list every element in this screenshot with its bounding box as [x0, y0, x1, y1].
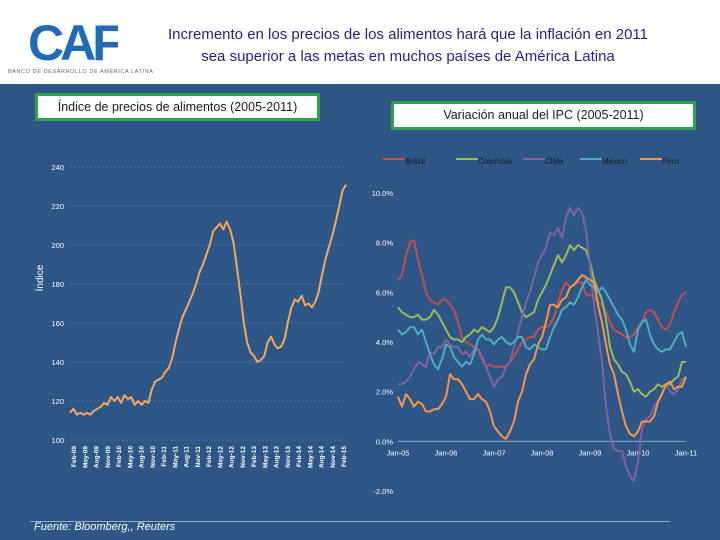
- caf-logo: CAF: [28, 18, 118, 66]
- food-y-tick-label: 240: [51, 163, 64, 172]
- cpi-x-tick-label: Jan-07: [483, 448, 506, 457]
- food-y-tick-label: 180: [51, 280, 64, 289]
- food-x-tick-label: Nov-10: [150, 446, 157, 468]
- title-line-1: Incremento en los precios de los aliment…: [167, 26, 648, 43]
- cpi-y-tick-label: 8.0%: [376, 239, 393, 248]
- food-x-tick-label: May-11: [172, 446, 179, 468]
- legend-label-peru: Peru: [662, 157, 679, 166]
- food-y-tick-label: 220: [51, 202, 64, 211]
- food-x-tick-label: Nov-12: [240, 446, 247, 468]
- cpi-line-brazil: [397, 239, 687, 368]
- cpi-y-tick-label: 2.0%: [376, 388, 393, 397]
- food-x-tick-label: Aug-12: [229, 446, 236, 468]
- food-x-tick-label: May-10: [127, 446, 134, 468]
- cpi-x-tick-label: Jan-10: [627, 448, 650, 457]
- cpi-chart-title: Variación anual del IPC (2005-2011): [391, 101, 696, 130]
- food-y-tick-label: 120: [51, 397, 64, 406]
- food-y-tick-label: 160: [51, 319, 64, 328]
- footer-divider: [30, 521, 670, 522]
- cpi-x-tick-label: Jan-08: [531, 448, 554, 457]
- food-x-tick-label: May-14: [307, 446, 314, 468]
- food-x-tick-label: Nov-11: [195, 446, 202, 468]
- food-x-tick-label: Aug-14: [319, 446, 326, 468]
- title-line-2: sea superior a las metas en muchos paíse…: [201, 48, 615, 65]
- food-x-tick-label: Feb-10: [116, 446, 123, 467]
- food-x-tick-label: Aug-09: [94, 446, 101, 468]
- cpi-y-tick-label: 0.0%: [376, 437, 393, 446]
- cpi-y-tick-label: 6.0%: [376, 288, 393, 297]
- food-x-tick-label: May-13: [262, 446, 269, 468]
- food-x-tick-label: Feb-13: [251, 446, 258, 467]
- cpi-y-tick-label: 4.0%: [376, 338, 393, 347]
- food-x-tick-label: May-12: [217, 446, 224, 468]
- food-x-tick-label: Feb-11: [161, 446, 168, 467]
- food-x-tick-label: Aug-13: [274, 446, 281, 468]
- food-y-tick-label: 140: [51, 358, 64, 367]
- cpi-line-mexico: [397, 278, 687, 371]
- food-x-tick-label: Feb-12: [206, 446, 213, 467]
- cpi-line-chile: [398, 206, 687, 483]
- legend-label-chile: Chile: [545, 157, 564, 166]
- food-index-line: [69, 184, 347, 416]
- food-index-title: Índice de precios de alimentos (2005-201…: [35, 93, 320, 121]
- food-y-tick-label: 200: [51, 241, 64, 250]
- cpi-line-peru: [397, 274, 687, 440]
- legend-label-mexico: Mexico: [602, 157, 628, 166]
- logo-subtitle: BANCO DE DESARROLLO DE AMÉRICA LATINA: [8, 69, 154, 75]
- food-y-axis-label: Índice: [33, 264, 46, 291]
- caf-logo-text: CAF: [28, 18, 118, 66]
- cpi-y-tick-label: 10.0%: [372, 189, 394, 198]
- food-x-tick-label: Nov-14: [330, 446, 337, 468]
- cpi-x-tick-label: Jan-11: [675, 448, 697, 457]
- cpi-y-tick-label: -2.0%: [373, 487, 393, 496]
- food-x-tick-label: Feb-09: [71, 446, 78, 467]
- cpi-line-colombia: [397, 244, 686, 398]
- food-y-tick-label: 100: [51, 436, 64, 445]
- food-x-tick-label: Nov-09: [105, 446, 112, 468]
- source-note: Fuente: Bloomberg,, Reuters: [34, 521, 176, 533]
- header: CAF BANCO DE DESARROLLO DE AMÉRICA LATIN…: [0, 0, 720, 82]
- legend-label-colombia: Colombia: [478, 157, 512, 166]
- food-x-tick-label: Feb-14: [296, 446, 303, 467]
- food-x-tick-label: Feb-15: [341, 446, 348, 467]
- cpi-x-tick-label: Jan-09: [579, 448, 602, 457]
- food-x-tick-label: Nov-13: [285, 446, 292, 468]
- cpi-x-tick-label: Jan-06: [435, 448, 458, 457]
- food-x-tick-label: Aug-10: [139, 446, 146, 468]
- page-title: Incremento en los precios de los aliment…: [128, 24, 688, 68]
- food-x-tick-label: May-09: [82, 446, 89, 468]
- cpi-x-tick-label: Jan-05: [387, 448, 410, 457]
- food-x-tick-label: Aug-11: [184, 446, 191, 468]
- legend-label-brazil: Brazil: [405, 157, 425, 166]
